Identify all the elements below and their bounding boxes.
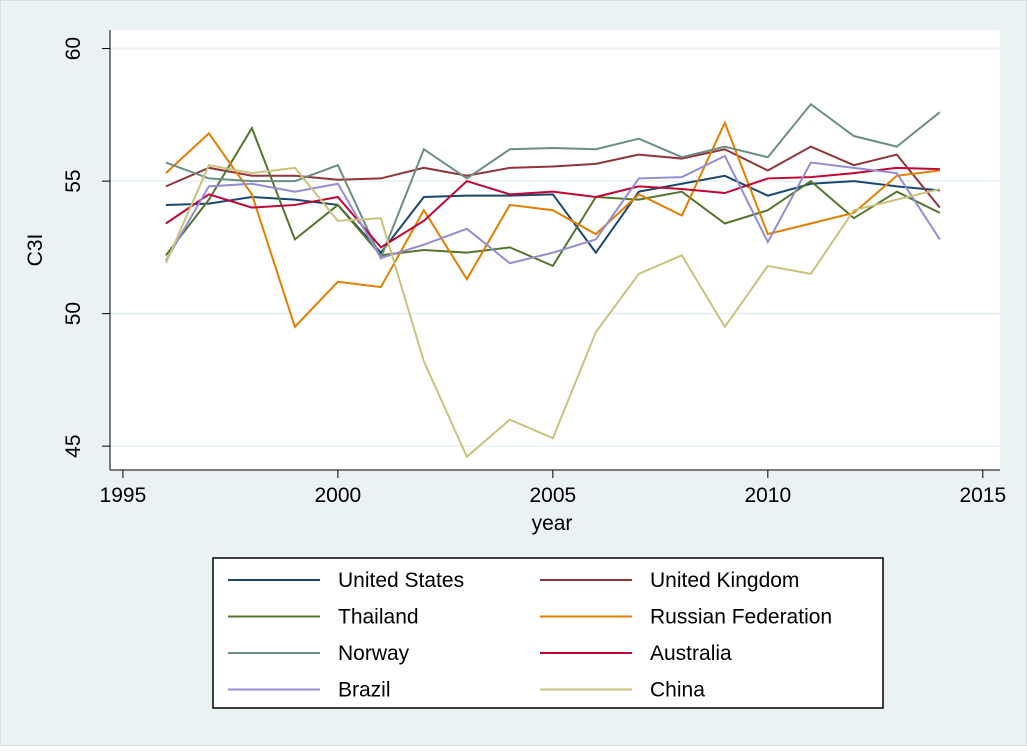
series-line [165, 174, 940, 255]
y-tick-label: 50 [62, 302, 85, 325]
series-line [165, 120, 940, 329]
legend [212, 557, 884, 709]
legend-label: Brazil [338, 679, 391, 702]
x-tick-label: 1995 [100, 484, 147, 507]
series-line [165, 125, 941, 268]
legend-label: United States [338, 569, 464, 592]
legend-label: United Kingdom [650, 569, 799, 592]
legend-label: Russian Federation [650, 606, 832, 629]
y-axis-label: C3I [24, 234, 47, 267]
x-axis-label: year [532, 512, 573, 535]
series-line [165, 102, 941, 261]
y-tick-label: 60 [62, 37, 85, 60]
series-line [164, 164, 941, 459]
legend-label: China [650, 679, 705, 702]
legend-label: Australia [650, 642, 732, 665]
series-line [165, 166, 940, 249]
legend-label: Norway [338, 642, 410, 665]
series-line [165, 145, 941, 209]
plot-region [110, 30, 1000, 470]
series-line [165, 154, 941, 265]
x-tick-label: 2010 [744, 484, 791, 507]
y-tick-label: 45 [62, 434, 85, 457]
x-tick-label: 2005 [529, 484, 576, 507]
x-tick-label: 2015 [959, 484, 1006, 507]
x-tick-label: 2000 [315, 484, 362, 507]
y-tick-label: 55 [62, 169, 85, 192]
legend-label: Thailand [338, 606, 419, 629]
